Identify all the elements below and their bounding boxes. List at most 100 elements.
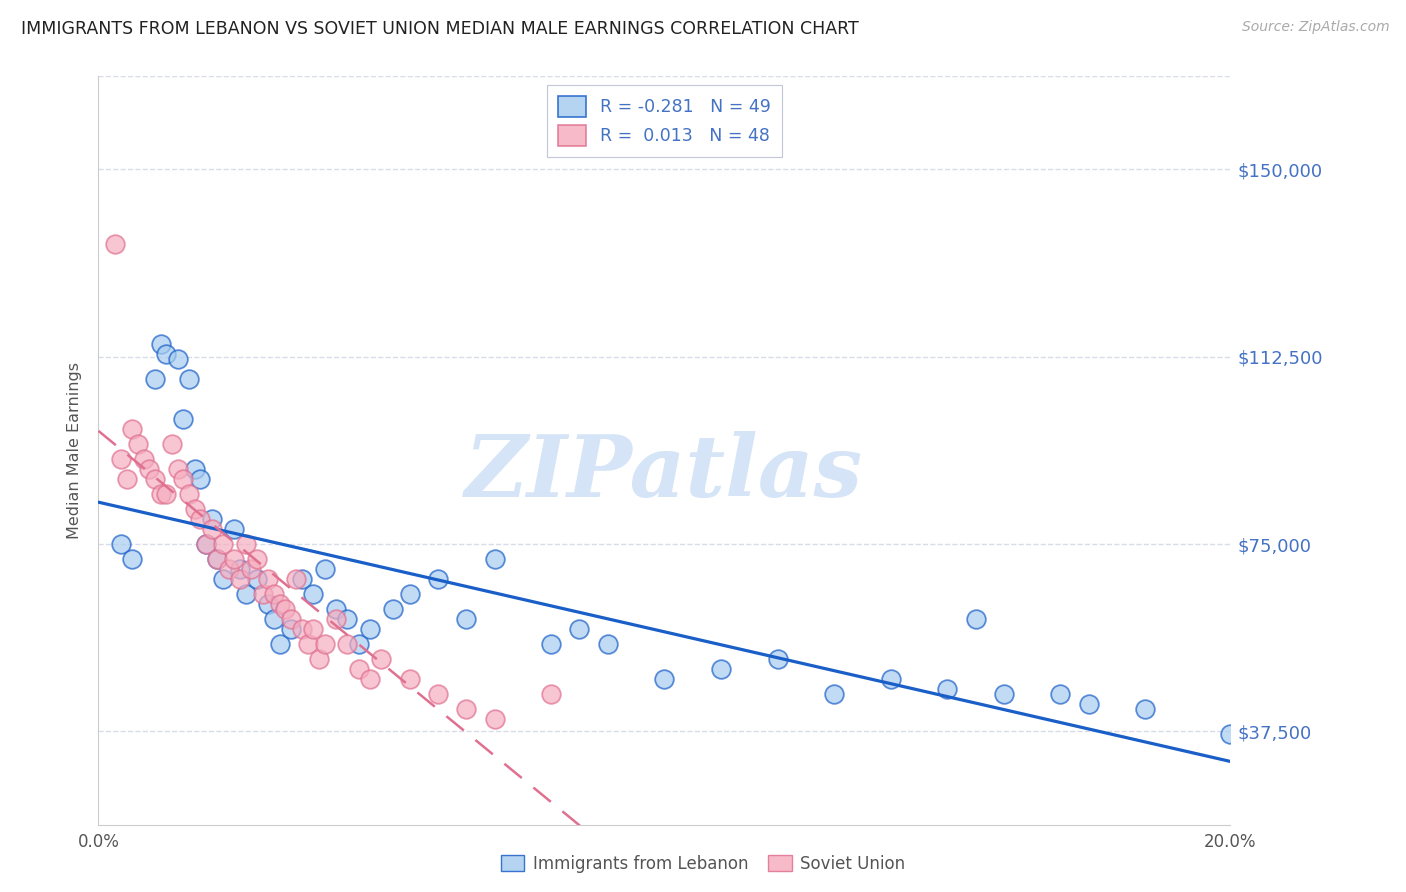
Point	[308, 652, 330, 666]
Point	[263, 612, 285, 626]
Point	[201, 522, 224, 536]
Point	[212, 537, 235, 551]
Point	[1135, 702, 1157, 716]
Point	[269, 637, 291, 651]
Point	[285, 572, 308, 586]
Point	[302, 622, 325, 636]
Legend: Immigrants from Lebanon, Soviet Union: Immigrants from Lebanon, Soviet Union	[495, 848, 911, 880]
Point	[166, 462, 188, 476]
Point	[177, 372, 200, 386]
Point	[155, 347, 177, 361]
Point	[257, 597, 280, 611]
Point	[235, 537, 257, 551]
Point	[325, 602, 347, 616]
Point	[274, 602, 297, 616]
Point	[880, 672, 903, 686]
Point	[138, 462, 160, 476]
Point	[224, 552, 246, 566]
Point	[302, 587, 325, 601]
Point	[194, 537, 217, 551]
Point	[823, 687, 845, 701]
Point	[269, 597, 291, 611]
Point	[229, 562, 252, 576]
Point	[766, 652, 789, 666]
Point	[246, 552, 269, 566]
Point	[291, 622, 314, 636]
Point	[297, 637, 319, 651]
Point	[936, 681, 959, 696]
Text: IMMIGRANTS FROM LEBANON VS SOVIET UNION MEDIAN MALE EARNINGS CORRELATION CHART: IMMIGRANTS FROM LEBANON VS SOVIET UNION …	[21, 20, 859, 37]
Point	[201, 512, 224, 526]
Point	[183, 462, 205, 476]
Point	[194, 537, 217, 551]
Point	[291, 572, 314, 586]
Point	[207, 552, 229, 566]
Point	[115, 472, 138, 486]
Point	[652, 672, 676, 686]
Point	[155, 487, 177, 501]
Point	[427, 572, 450, 586]
Point	[104, 237, 127, 252]
Point	[212, 572, 235, 586]
Point	[132, 452, 155, 467]
Point	[149, 337, 172, 351]
Point	[121, 552, 143, 566]
Point	[347, 637, 370, 651]
Legend: R = -0.281   N = 49, R =  0.013   N = 48: R = -0.281 N = 49, R = 0.013 N = 48	[547, 85, 782, 157]
Point	[110, 537, 132, 551]
Point	[127, 437, 149, 451]
Point	[280, 612, 302, 626]
Point	[183, 502, 205, 516]
Point	[359, 672, 381, 686]
Point	[456, 702, 478, 716]
Point	[257, 572, 280, 586]
Point	[229, 572, 252, 586]
Point	[336, 612, 359, 626]
Point	[143, 372, 166, 386]
Point	[427, 687, 450, 701]
Point	[398, 587, 420, 601]
Point	[1049, 687, 1071, 701]
Point	[314, 637, 336, 651]
Point	[149, 487, 172, 501]
Point	[143, 472, 166, 486]
Point	[160, 437, 183, 451]
Point	[370, 652, 392, 666]
Point	[484, 712, 506, 726]
Point	[246, 572, 269, 586]
Point	[224, 522, 246, 536]
Point	[177, 487, 200, 501]
Point	[166, 352, 188, 367]
Point	[188, 512, 211, 526]
Point	[359, 622, 381, 636]
Point	[188, 472, 211, 486]
Point	[172, 472, 194, 486]
Point	[381, 602, 404, 616]
Y-axis label: Median Male Earnings: Median Male Earnings	[67, 362, 83, 539]
Point	[540, 637, 562, 651]
Point	[314, 562, 336, 576]
Point	[172, 412, 194, 426]
Point	[568, 622, 591, 636]
Point	[1077, 697, 1099, 711]
Point	[484, 552, 506, 566]
Point	[456, 612, 478, 626]
Point	[965, 612, 987, 626]
Point	[347, 662, 370, 676]
Text: ZIPatlas: ZIPatlas	[465, 431, 863, 515]
Point	[398, 672, 420, 686]
Point	[1219, 727, 1241, 741]
Point	[110, 452, 132, 467]
Text: Source: ZipAtlas.com: Source: ZipAtlas.com	[1241, 20, 1389, 34]
Point	[596, 637, 619, 651]
Point	[218, 562, 240, 576]
Point	[235, 587, 257, 601]
Point	[710, 662, 733, 676]
Point	[207, 552, 229, 566]
Point	[993, 687, 1015, 701]
Point	[540, 687, 562, 701]
Point	[325, 612, 347, 626]
Point	[280, 622, 302, 636]
Point	[336, 637, 359, 651]
Point	[252, 587, 274, 601]
